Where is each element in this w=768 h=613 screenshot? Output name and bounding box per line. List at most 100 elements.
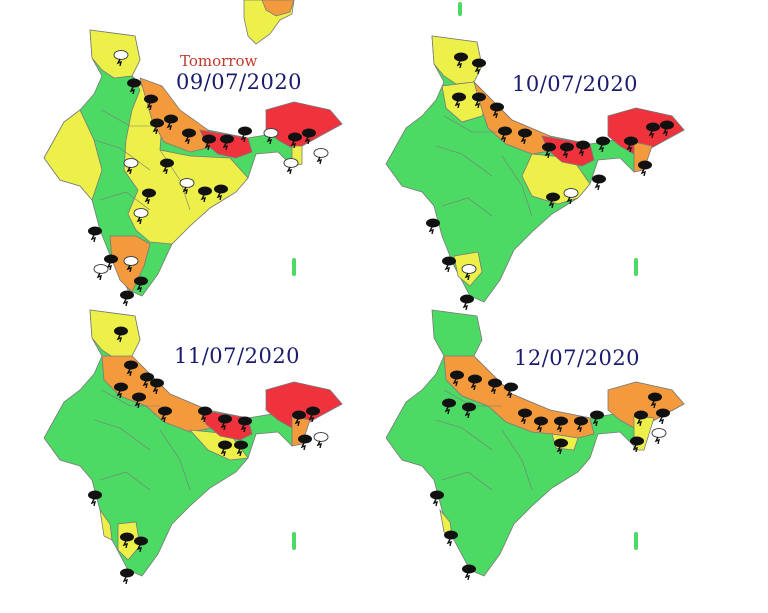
thunderstorm-icon — [112, 324, 130, 343]
thunderstorm-icon — [158, 156, 176, 175]
thunderstorm-icon — [196, 184, 214, 203]
thunderstorm-icon — [448, 368, 466, 387]
forecast-date: 12/07/2020 — [514, 346, 641, 370]
lightning-icon — [312, 146, 330, 165]
thunderstorm-icon — [574, 138, 592, 157]
thunderstorm-icon — [118, 288, 136, 307]
thunderstorm-icon — [212, 182, 230, 201]
thunderstorm-icon — [200, 132, 218, 151]
thunderstorm-icon — [122, 358, 140, 377]
thunderstorm-icon — [516, 406, 534, 425]
thunderstorm-icon — [450, 90, 468, 109]
thunderstorm-icon — [644, 120, 662, 139]
forecast-map-panel-3: 11/07/2020 — [40, 309, 360, 590]
lightning-icon — [562, 186, 580, 205]
thunderstorm-icon — [646, 390, 664, 409]
thunderstorm-icon — [544, 190, 562, 209]
thunderstorm-icon — [216, 412, 234, 431]
thunderstorm-icon — [424, 216, 442, 235]
thunderstorm-icon — [558, 140, 576, 159]
thunderstorm-icon — [460, 400, 478, 419]
thunderstorm-icon — [428, 488, 446, 507]
thunderstorm-icon — [532, 414, 550, 433]
india-map — [385, 35, 685, 303]
thunderstorm-icon — [132, 534, 150, 553]
thunderstorm-icon — [148, 376, 166, 395]
lightning-icon — [282, 156, 300, 175]
thunderstorm-icon — [180, 126, 198, 145]
lightning-icon — [132, 206, 150, 225]
thunderstorm-icon — [142, 92, 160, 111]
forecast-date: 11/07/2020 — [174, 344, 301, 368]
thunderstorm-icon — [466, 372, 484, 391]
thunderstorm-icon — [118, 566, 136, 585]
previous-map-fragment — [232, 0, 312, 50]
thunderstorm-icon — [86, 488, 104, 507]
thunderstorm-icon — [460, 562, 478, 581]
thunderstorm-icon — [232, 438, 250, 457]
thunderstorm-icon — [132, 274, 150, 293]
india-map — [43, 29, 343, 297]
thunderstorm-icon — [502, 380, 520, 399]
forecast-date: 09/07/2020 — [176, 70, 303, 94]
lightning-icon — [312, 430, 330, 449]
lightning-icon — [650, 426, 668, 445]
thunderstorm-icon — [118, 530, 136, 549]
thunderstorm-icon — [218, 132, 236, 151]
thunderstorm-icon — [452, 50, 470, 69]
thunderstorm-icon — [236, 124, 254, 143]
thunderstorm-icon — [552, 436, 570, 455]
lightning-icon — [460, 262, 478, 281]
thunderstorm-icon — [236, 414, 254, 433]
thunderstorm-icon — [156, 404, 174, 423]
thunderstorm-icon — [162, 112, 180, 131]
thunderstorm-icon — [458, 292, 476, 311]
thunderstorm-icon — [140, 186, 158, 205]
thunderstorm-icon — [196, 404, 214, 423]
thunderstorm-icon — [112, 380, 130, 399]
thunderstorm-icon — [516, 126, 534, 145]
tomorrow-label: Tomorrow — [180, 52, 258, 70]
thunderstorm-icon — [470, 90, 488, 109]
thunderstorm-icon — [130, 390, 148, 409]
thunderstorm-icon — [488, 100, 506, 119]
forecast-map-panel-2: 10/07/2020 — [382, 35, 702, 306]
thunderstorm-icon — [102, 252, 120, 271]
thunderstorm-icon — [632, 408, 650, 427]
thunderstorm-icon — [216, 438, 234, 457]
lightning-icon — [92, 262, 110, 281]
india-map — [43, 309, 343, 577]
thunderstorm-icon — [594, 134, 612, 153]
thunderstorm-icon — [658, 118, 676, 137]
thunderstorm-icon — [622, 134, 640, 153]
thunderstorm-icon — [590, 172, 608, 191]
lightning-icon — [178, 176, 196, 195]
thunderstorm-icon — [148, 116, 166, 135]
thunderstorm-icon — [486, 376, 504, 395]
thunderstorm-icon — [636, 158, 654, 177]
forecast-map-panel-4: 12/07/2020 — [382, 309, 702, 590]
thunderstorm-icon — [290, 408, 308, 427]
lightning-icon — [262, 126, 280, 145]
thunderstorm-icon — [572, 414, 590, 433]
thunderstorm-icon — [286, 130, 304, 149]
thunderstorm-icon — [138, 370, 156, 389]
island-dot — [458, 2, 462, 16]
forecast-map-panel-1: Tomorrow 09/07/2020 — [40, 29, 360, 310]
thunderstorm-icon — [654, 406, 672, 425]
thunderstorm-icon — [588, 408, 606, 427]
thunderstorm-icon — [304, 404, 322, 423]
thunderstorm-icon — [440, 396, 458, 415]
lightning-icon — [122, 254, 140, 273]
lightning-icon — [112, 48, 130, 67]
thunderstorm-icon — [552, 414, 570, 433]
thunderstorm-icon — [300, 126, 318, 145]
thunderstorm-icon — [470, 56, 488, 75]
thunderstorm-icon — [496, 124, 514, 143]
thunderstorm-icon — [296, 432, 314, 451]
thunderstorm-icon — [442, 528, 460, 547]
forecast-date: 10/07/2020 — [512, 72, 639, 96]
thunderstorm-icon — [86, 224, 104, 243]
thunderstorm-icon — [125, 76, 143, 95]
lightning-icon — [122, 156, 140, 175]
